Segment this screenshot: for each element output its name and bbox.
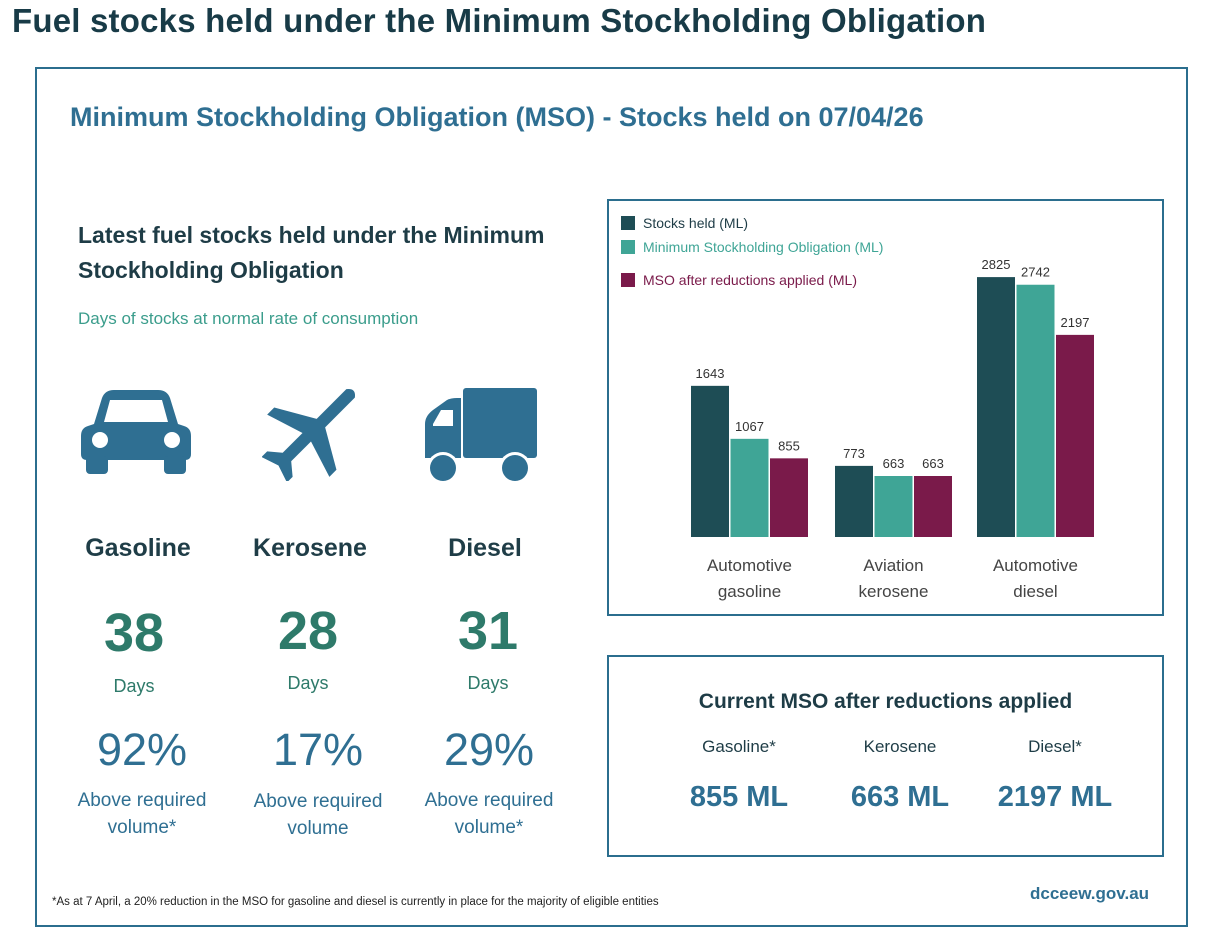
above-line-1: Above required <box>253 791 383 812</box>
bar-value-label: 2197 <box>1061 315 1090 330</box>
infographic-header: Minimum Stockholding Obligation (MSO) - … <box>70 102 924 132</box>
left-title-line-2: Stockholding Obligation <box>78 257 344 283</box>
category-label: Automotive <box>707 556 792 575</box>
legend-item-mso-reduced: MSO after reductions applied (ML) <box>621 272 857 288</box>
pct-above-diesel: 29% <box>443 724 535 775</box>
bar <box>835 465 873 537</box>
mso-label-kerosene: Kerosene <box>863 737 937 756</box>
legend-label: Stocks held (ML) <box>643 215 749 231</box>
days-value-gasoline: 38 <box>103 603 165 663</box>
bar <box>1056 334 1094 537</box>
legend-item-mso: Minimum Stockholding Obligation (ML) <box>621 239 883 255</box>
left-title-line-1: Latest fuel stocks held under the Minimu… <box>78 222 545 248</box>
bar <box>914 476 952 537</box>
infographic-frame <box>35 67 1188 927</box>
airplane-icon <box>262 388 356 481</box>
mso-value-diesel: 2197 ML <box>997 781 1113 813</box>
legend-label: MSO after reductions applied (ML) <box>643 272 857 288</box>
bar <box>1016 284 1055 537</box>
above-required-gasoline: Above required volume* <box>57 787 227 841</box>
bar-chart: 1643 1067 855 Automotive gasoline 773 663 663 Av… <box>691 257 1094 601</box>
bar-chart-panel: Stocks held (ML) Minimum Stockholding Ob… <box>607 199 1164 616</box>
legend-swatch <box>621 240 635 254</box>
category-label: Aviation <box>863 556 923 575</box>
fuel-name-gasoline: Gasoline <box>85 534 191 562</box>
pct-above-gasoline: 92% <box>96 724 188 775</box>
pct-above-kerosene: 17% <box>272 724 364 775</box>
bar-value-label: 855 <box>778 438 800 453</box>
legend-item-stocks-held: Stocks held (ML) <box>621 215 748 231</box>
mso-label-diesel: Diesel* <box>1028 737 1082 756</box>
bar <box>977 277 1015 537</box>
mso-label-gasoline: Gasoline* <box>702 737 776 756</box>
current-mso-panel: Current MSO after reductions applied Gas… <box>607 655 1164 857</box>
page-title: Fuel stocks held under the Minimum Stock… <box>12 2 987 39</box>
category-label: diesel <box>1013 582 1057 601</box>
above-line-1: Above required <box>424 790 554 811</box>
bar-value-label: 2825 <box>982 257 1011 272</box>
bar-value-label: 1067 <box>735 419 764 434</box>
mso-value-kerosene: 663 ML <box>850 781 950 813</box>
left-panel-title: Latest fuel stocks held under the Minimu… <box>78 218 598 288</box>
mso-value-gasoline: 855 ML <box>689 781 789 813</box>
bar-value-label: 1643 <box>696 366 725 381</box>
days-label-diesel: Days <box>467 673 509 693</box>
days-value-diesel: 31 <box>457 601 519 661</box>
bar <box>730 438 769 537</box>
days-value-kerosene: 28 <box>277 601 339 661</box>
truck-icon <box>425 388 537 484</box>
above-required-kerosene: Above required volume <box>233 788 403 842</box>
bar-value-label: 2742 <box>1021 265 1050 280</box>
bar-value-label: 663 <box>883 456 905 471</box>
bar-value-label: 663 <box>922 456 944 471</box>
legend-swatch <box>621 216 635 230</box>
bar <box>770 458 808 537</box>
fuel-name-diesel: Diesel <box>448 534 522 562</box>
above-line-2: volume <box>287 818 349 839</box>
days-label-kerosene: Days <box>287 673 329 693</box>
legend-label: Minimum Stockholding Obligation (ML) <box>643 239 884 255</box>
above-line-2: volume* <box>107 817 177 838</box>
car-icon <box>81 390 191 474</box>
category-label: Automotive <box>993 556 1078 575</box>
days-label-gasoline: Days <box>113 676 155 696</box>
current-mso-title: Current MSO after reductions applied <box>698 690 1073 713</box>
fuel-name-kerosene: Kerosene <box>253 534 367 562</box>
above-line-1: Above required <box>77 790 207 811</box>
legend-swatch <box>621 273 635 287</box>
category-label: kerosene <box>859 582 929 601</box>
bar <box>691 385 729 537</box>
footnote: *As at 7 April, a 20% reduction in the M… <box>52 896 659 908</box>
bar-value-label: 773 <box>843 446 865 461</box>
category-label: gasoline <box>718 582 781 601</box>
above-required-diesel: Above required volume* <box>404 787 574 841</box>
website-link[interactable]: dcceew.gov.au <box>1030 884 1150 903</box>
left-panel-subtitle: Days of stocks at normal rate of consump… <box>78 309 419 328</box>
above-line-2: volume* <box>454 817 524 838</box>
bar <box>874 476 913 537</box>
